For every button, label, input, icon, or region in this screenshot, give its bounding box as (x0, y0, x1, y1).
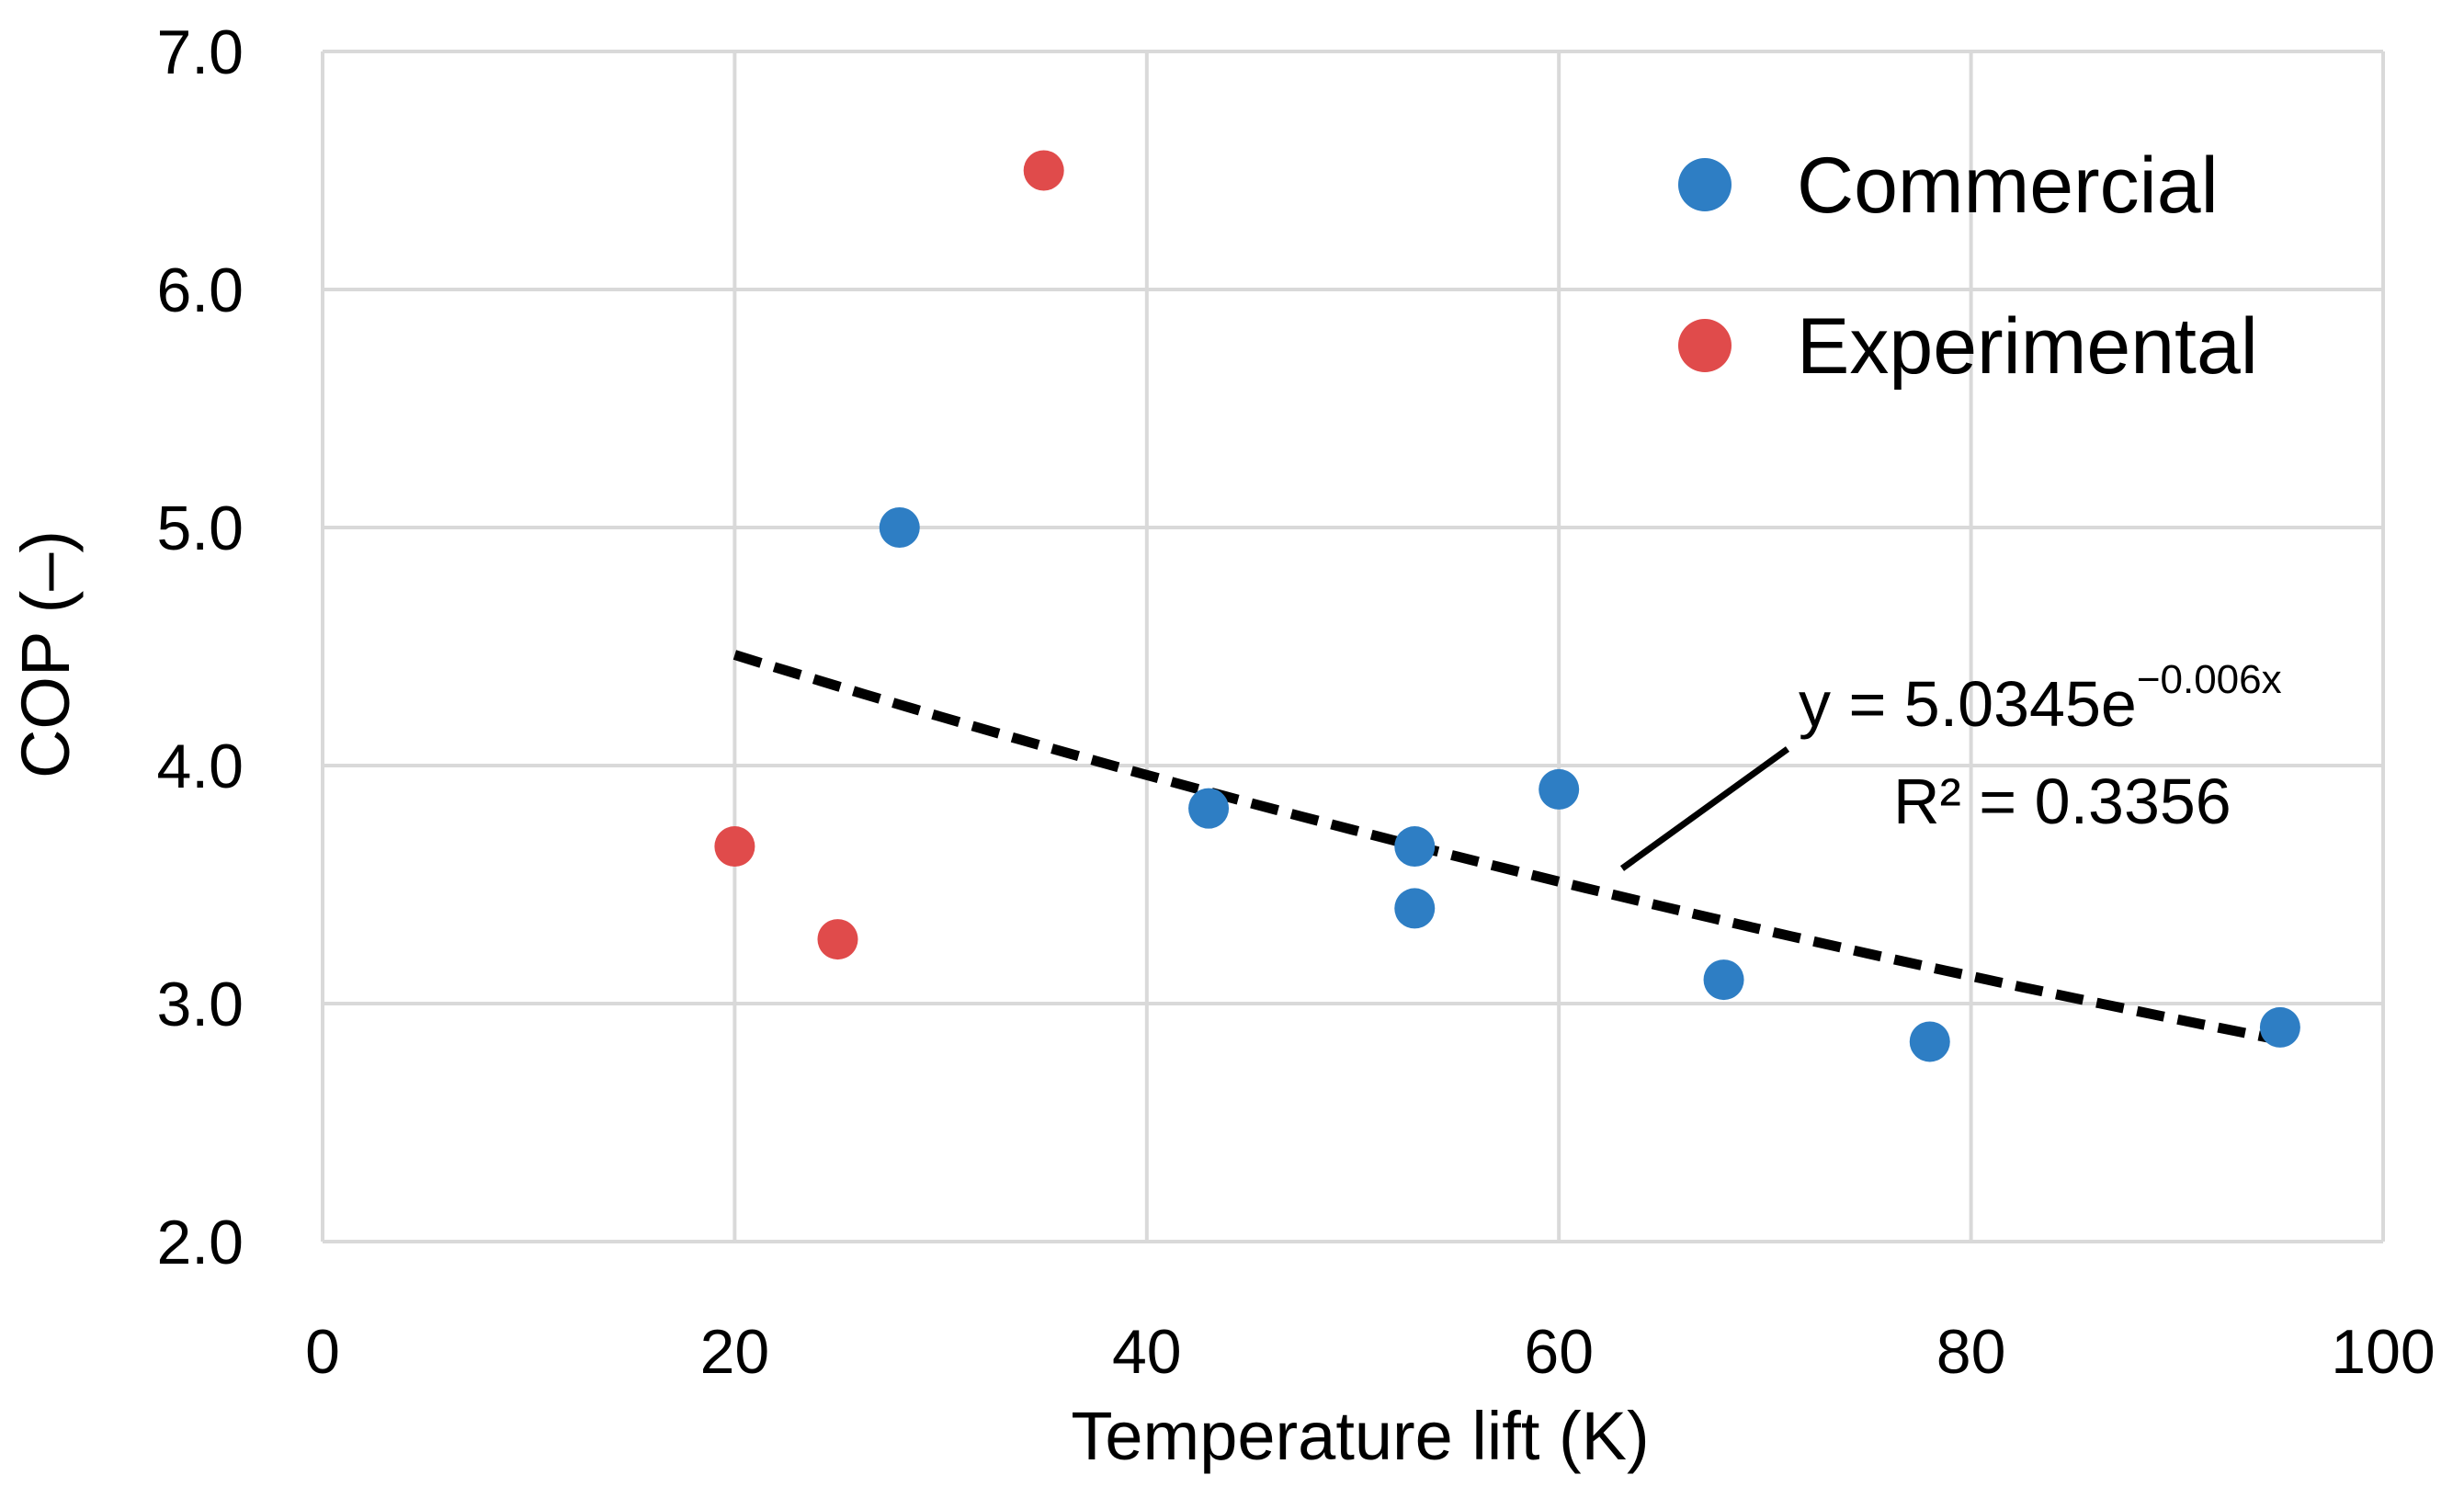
x-axis-title: Temperature lift (K) (1071, 1398, 1649, 1474)
x-tick-label: 60 (1524, 1317, 1594, 1387)
data-points (714, 150, 2300, 1062)
grid-lines (321, 50, 2385, 1243)
y-tick-label: 2.0 (156, 1208, 244, 1277)
y-axis-title: COP (–) (7, 530, 84, 778)
legend: Commercial Experimental (1678, 142, 2258, 391)
x-tick-label: 100 (2331, 1317, 2435, 1387)
legend-label-commercial: Commercial (1797, 142, 2219, 230)
y-tick-label: 5.0 (156, 494, 244, 563)
trendline-annotation: y = 5.0345e−0.006x R² = 0.3356 (1619, 657, 2282, 871)
trendline-equation: y = 5.0345e−0.006x (1799, 657, 2282, 740)
equation-exponent: −0.006x (2137, 657, 2282, 702)
r-squared: R² = 0.3356 (1893, 766, 2231, 837)
trendline-group (732, 650, 2281, 1045)
point-commercial (1394, 826, 1436, 868)
y-tick-label: 7.0 (156, 17, 244, 87)
legend-label-experimental: Experimental (1797, 302, 2258, 391)
point-commercial (879, 507, 920, 548)
point-commercial (1188, 788, 1230, 829)
trendline (732, 650, 2281, 1045)
point-commercial (1909, 1021, 1950, 1062)
point-experimental (714, 826, 755, 868)
x-axis-ticks: 0 20 40 60 80 100 (305, 1317, 2436, 1387)
point-commercial (1394, 888, 1436, 929)
legend-marker-experimental (1678, 319, 1732, 372)
point-commercial (2259, 1006, 2300, 1048)
y-tick-label: 3.0 (156, 970, 244, 1039)
annotation-leader-line (1619, 746, 1790, 871)
y-tick-label: 6.0 (156, 255, 244, 325)
y-tick-label: 4.0 (156, 732, 244, 801)
point-commercial (1539, 768, 1580, 810)
legend-marker-commercial (1678, 158, 1732, 211)
equation-base: y = 5.0345e (1799, 668, 2137, 740)
point-experimental (817, 919, 858, 960)
x-tick-label: 80 (1936, 1317, 2006, 1387)
point-commercial (1703, 959, 1744, 1001)
x-tick-label: 20 (700, 1317, 770, 1387)
point-experimental (1023, 150, 1064, 191)
x-tick-label: 40 (1112, 1317, 1182, 1387)
x-tick-label: 0 (305, 1317, 340, 1387)
y-axis-ticks: 2.0 3.0 4.0 5.0 6.0 7.0 (156, 17, 244, 1277)
